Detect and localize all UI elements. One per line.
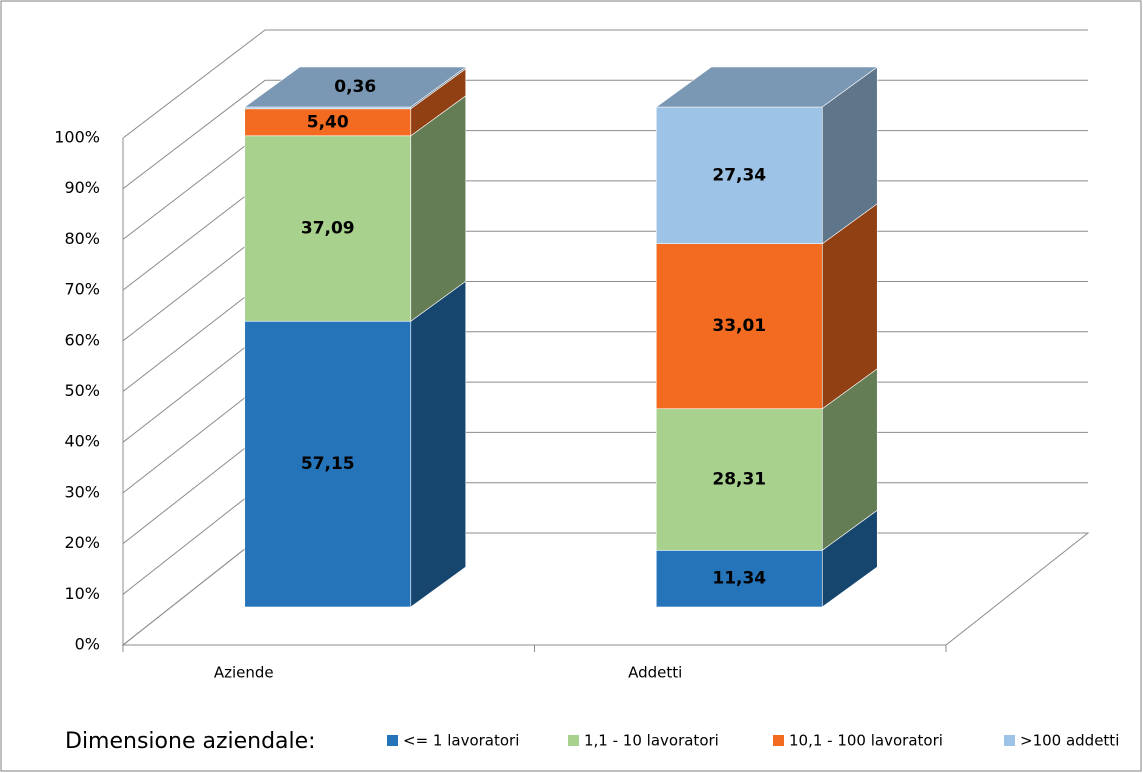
value-label: 33,01 — [712, 316, 766, 336]
bar-segment — [655, 408, 823, 551]
bar-side — [410, 280, 467, 608]
legend-swatch — [1004, 735, 1015, 746]
bar-segment — [244, 108, 412, 137]
legend-swatch — [568, 735, 579, 746]
y-tick-label: 10% — [64, 584, 100, 603]
bar-top — [655, 66, 879, 108]
bar-segment — [655, 106, 823, 244]
value-label: 37,09 — [301, 219, 355, 239]
legend-title: Dimensione aziendale: — [65, 729, 316, 754]
value-label: 57,15 — [301, 454, 355, 474]
y-tick-label: 60% — [64, 330, 100, 349]
y-tick-label: 20% — [64, 533, 100, 552]
value-label: 0,36 — [334, 77, 376, 97]
legend-label: 10,1 - 100 lavoratori — [789, 732, 943, 750]
value-label: 28,31 — [712, 470, 766, 490]
y-tick-label: 40% — [64, 432, 100, 451]
legend-label: <= 1 lavoratori — [403, 732, 519, 750]
y-tick-label: 0% — [75, 635, 100, 654]
legend-label: >100 addetti — [1020, 732, 1119, 750]
x-tick-label: Addetti — [628, 664, 682, 682]
value-label: 5,40 — [307, 112, 349, 132]
y-tick-label: 90% — [64, 178, 100, 197]
y-tick-label: 80% — [64, 229, 100, 248]
legend-swatch — [773, 735, 784, 746]
bar-segment — [244, 320, 412, 608]
value-label: 11,34 — [712, 569, 766, 589]
y-tick-label: 50% — [64, 381, 100, 400]
y-tick-label: 70% — [64, 280, 100, 299]
bar-segment — [244, 135, 412, 322]
grid-line — [122, 29, 1088, 139]
bar-segment — [655, 243, 823, 410]
legend-label: 1,1 - 10 lavoratori — [584, 732, 719, 750]
legend-swatch — [387, 735, 398, 746]
bar-top — [243, 66, 467, 108]
value-label: 27,34 — [712, 165, 766, 185]
y-tick-label: 100% — [54, 128, 100, 147]
x-tick-label: Aziende — [214, 664, 274, 682]
y-tick-label: 30% — [64, 482, 100, 501]
